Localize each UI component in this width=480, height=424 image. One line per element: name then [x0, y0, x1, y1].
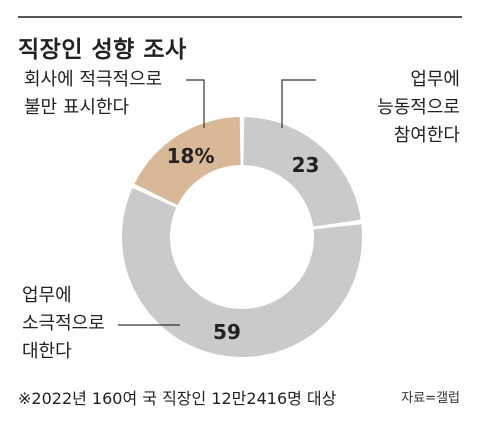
slice-dissatisfied: [134, 117, 241, 206]
footnote: ※2022년 160여 국 직장인 12만2416명 대상: [18, 389, 337, 408]
category-label-line: 업무에: [410, 69, 460, 90]
source: 자료=갤럽: [401, 391, 460, 406]
category-label-active: 업무에 능동적으로 참여한다: [354, 66, 460, 150]
category-label-line: 능동적으로: [377, 97, 460, 118]
top-rule: [18, 16, 462, 18]
slice-value-label: 23: [292, 153, 320, 177]
category-label-line: 회사에 적극적으로: [24, 69, 163, 90]
chart-title: 직장인 성향 조사: [18, 37, 187, 63]
category-label-line: 업무에: [22, 285, 72, 306]
category-label-line: 참여한다: [393, 125, 460, 146]
slice-active: [243, 117, 361, 227]
category-label-line: 대한다: [22, 341, 72, 362]
leader-line-active: [281, 79, 316, 128]
category-label-line: 불만 표시한다: [24, 97, 130, 118]
slice-passive: [121, 188, 363, 357]
slice-value-label: 18%: [167, 144, 215, 168]
slice-value-label: 59: [213, 320, 241, 344]
category-label-dissatisfied: 회사에 적극적으로 불만 표시한다: [24, 66, 162, 122]
leader-line-dissatisfied: [186, 79, 205, 128]
category-label-line: 소극적으로: [22, 313, 105, 334]
category-label-passive: 업무에 소극적으로 대한다: [22, 282, 105, 366]
